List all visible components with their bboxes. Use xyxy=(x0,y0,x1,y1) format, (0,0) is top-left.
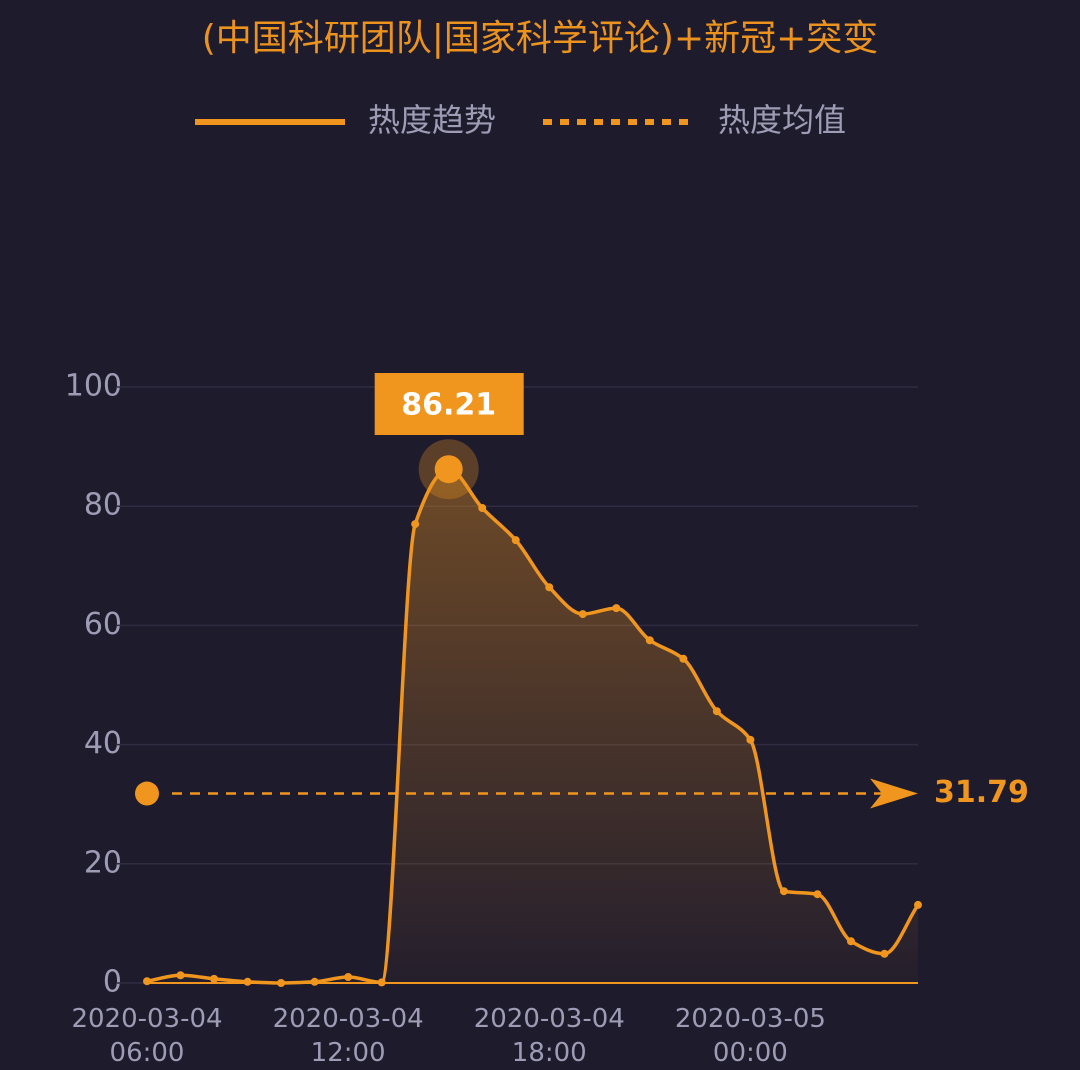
point xyxy=(344,973,353,982)
mean-arrow xyxy=(870,778,918,809)
point xyxy=(478,503,487,512)
y-tick-label: 40 xyxy=(84,726,122,761)
y-tick-label: 20 xyxy=(84,845,122,880)
point xyxy=(545,583,554,592)
legend-label: 热度均值 xyxy=(718,101,846,139)
point xyxy=(243,977,252,986)
point xyxy=(712,707,721,716)
point xyxy=(511,536,520,545)
x-tick-label: 2020-03-04 06:00 xyxy=(71,1004,223,1068)
x-tick-label: 2020-03-05 00:00 xyxy=(674,1004,826,1068)
y-tick-label: 100 xyxy=(65,369,122,404)
point xyxy=(277,979,286,987)
point xyxy=(176,971,185,980)
peak-box xyxy=(374,373,524,435)
point xyxy=(377,978,386,987)
legend-label: 热度趋势 xyxy=(368,101,496,139)
point xyxy=(411,520,420,529)
point xyxy=(143,977,151,986)
mean-dot xyxy=(135,781,159,806)
point xyxy=(612,604,621,613)
peak-dot xyxy=(434,455,463,484)
point xyxy=(779,887,788,896)
x-tick-label: 2020-03-04 12:00 xyxy=(272,1004,424,1068)
area xyxy=(147,469,918,984)
x-tick-label: 2020-03-04 18:00 xyxy=(473,1004,625,1068)
mean-label: 31.79 xyxy=(934,775,1029,810)
point xyxy=(914,900,922,909)
point xyxy=(310,977,319,986)
point xyxy=(578,610,587,619)
point xyxy=(746,735,755,744)
y-tick-label: 0 xyxy=(103,965,122,1000)
point xyxy=(846,937,855,946)
peak-label: 86.21 xyxy=(401,388,496,423)
point xyxy=(679,654,688,663)
point xyxy=(880,949,889,958)
point xyxy=(645,636,654,645)
y-tick-label: 80 xyxy=(84,488,122,523)
chart-title: (中国科研团队|国家科学评论)+新冠+突变 xyxy=(202,18,879,59)
point xyxy=(813,890,822,899)
y-tick-label: 60 xyxy=(84,607,122,642)
point xyxy=(210,974,219,983)
